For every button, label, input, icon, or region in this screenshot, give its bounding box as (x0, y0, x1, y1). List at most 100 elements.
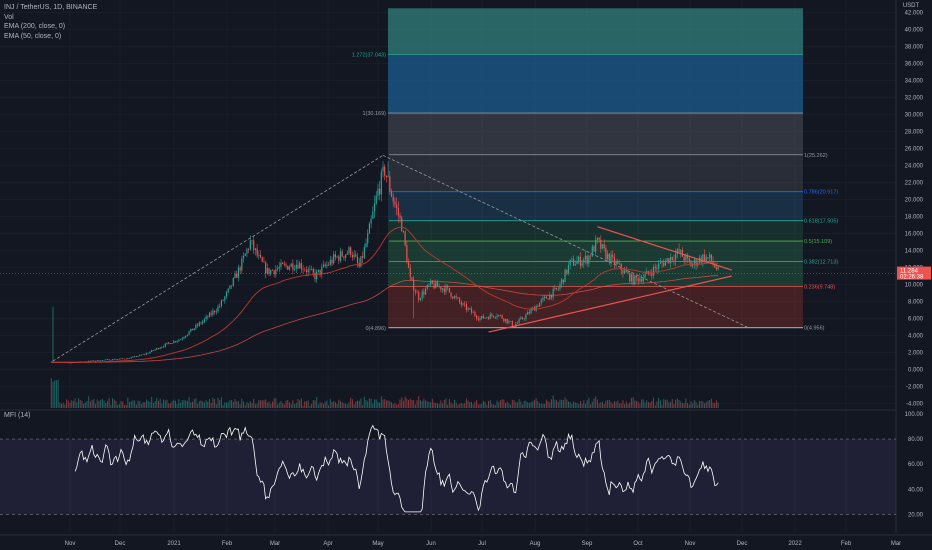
candle[interactable] (338, 256, 340, 261)
candle[interactable] (447, 285, 449, 288)
candle[interactable] (601, 244, 604, 249)
candle[interactable] (538, 302, 541, 307)
candle[interactable] (618, 263, 621, 265)
candle[interactable] (186, 334, 188, 337)
candle[interactable] (669, 256, 672, 264)
candle[interactable] (450, 292, 452, 297)
candle[interactable] (460, 302, 462, 305)
candle[interactable] (576, 260, 578, 265)
candle[interactable] (525, 314, 527, 319)
candle[interactable] (423, 291, 425, 295)
candle[interactable] (101, 360, 103, 361)
candle[interactable] (664, 260, 667, 266)
candle[interactable] (321, 266, 323, 275)
candle[interactable] (452, 296, 454, 299)
candle[interactable] (270, 270, 272, 275)
candle[interactable] (98, 360, 100, 361)
candle[interactable] (685, 255, 687, 261)
candle[interactable] (355, 254, 357, 257)
candle[interactable] (605, 248, 607, 260)
candle[interactable] (681, 249, 684, 257)
candle[interactable] (380, 171, 382, 195)
candle[interactable] (215, 311, 217, 313)
candle[interactable] (421, 291, 423, 299)
candle[interactable] (583, 259, 585, 263)
candle[interactable] (120, 358, 122, 360)
candle[interactable] (268, 268, 270, 275)
candle[interactable] (288, 266, 291, 270)
candle[interactable] (608, 253, 610, 263)
candle[interactable] (607, 253, 609, 260)
candle[interactable] (659, 262, 661, 264)
candle[interactable] (176, 340, 178, 342)
candle[interactable] (137, 356, 139, 357)
candle[interactable] (275, 269, 277, 275)
candle[interactable] (103, 359, 105, 361)
candle[interactable] (362, 256, 364, 258)
candle[interactable] (266, 268, 268, 274)
candle[interactable] (111, 359, 114, 361)
candle[interactable] (625, 270, 627, 273)
candle[interactable] (237, 267, 240, 278)
candle[interactable] (132, 356, 134, 358)
candle[interactable] (613, 256, 616, 265)
candle[interactable] (256, 248, 258, 256)
candle[interactable] (336, 256, 338, 258)
candle[interactable] (544, 296, 546, 298)
candle[interactable] (157, 348, 160, 349)
candle[interactable] (448, 287, 450, 293)
candle[interactable] (356, 256, 359, 263)
candle[interactable] (227, 288, 229, 293)
candle[interactable] (254, 248, 257, 250)
candle[interactable] (370, 218, 372, 224)
candle[interactable] (122, 358, 124, 360)
candle[interactable] (246, 249, 248, 254)
candle[interactable] (491, 314, 493, 316)
candle[interactable] (397, 207, 399, 216)
candle[interactable] (236, 273, 238, 278)
candle[interactable] (195, 324, 197, 329)
candle[interactable] (637, 277, 639, 282)
candle[interactable] (717, 266, 719, 270)
candle[interactable] (639, 278, 641, 282)
candle[interactable] (183, 337, 185, 339)
candle[interactable] (360, 256, 362, 267)
candle[interactable] (627, 272, 629, 274)
candle[interactable] (205, 316, 207, 320)
candle[interactable] (680, 249, 682, 253)
candle[interactable] (248, 249, 250, 250)
candle[interactable] (190, 328, 192, 332)
candle[interactable] (705, 257, 707, 262)
candle[interactable] (253, 240, 255, 250)
candle[interactable] (593, 246, 595, 252)
candle[interactable] (179, 339, 182, 340)
candle[interactable] (93, 360, 95, 362)
candle[interactable] (94, 360, 97, 362)
candle[interactable] (440, 286, 442, 290)
candle[interactable] (409, 267, 411, 278)
candle[interactable] (166, 342, 168, 344)
candle[interactable] (382, 166, 384, 172)
candle[interactable] (486, 317, 488, 319)
candle[interactable] (162, 346, 165, 348)
candle[interactable] (528, 311, 530, 314)
candle[interactable] (617, 261, 619, 264)
candle[interactable] (479, 318, 481, 320)
candle[interactable] (239, 267, 241, 271)
candle[interactable] (140, 354, 143, 356)
ema200-label[interactable]: EMA (200, close, 0) (4, 23, 66, 30)
symbol-label[interactable]: INJ / TetherUS, 1D, BINANCE (4, 4, 98, 11)
candle[interactable] (523, 318, 525, 320)
candle[interactable] (258, 254, 260, 256)
candle[interactable] (414, 290, 416, 293)
candle[interactable] (612, 254, 614, 257)
candle[interactable] (161, 346, 163, 348)
candle[interactable] (89, 360, 92, 362)
candle[interactable] (572, 258, 575, 266)
candle[interactable] (224, 296, 226, 301)
candle[interactable] (210, 312, 212, 315)
candle[interactable] (476, 315, 478, 319)
candle[interactable] (401, 217, 403, 232)
candle[interactable] (630, 274, 633, 282)
candle[interactable] (329, 259, 331, 265)
